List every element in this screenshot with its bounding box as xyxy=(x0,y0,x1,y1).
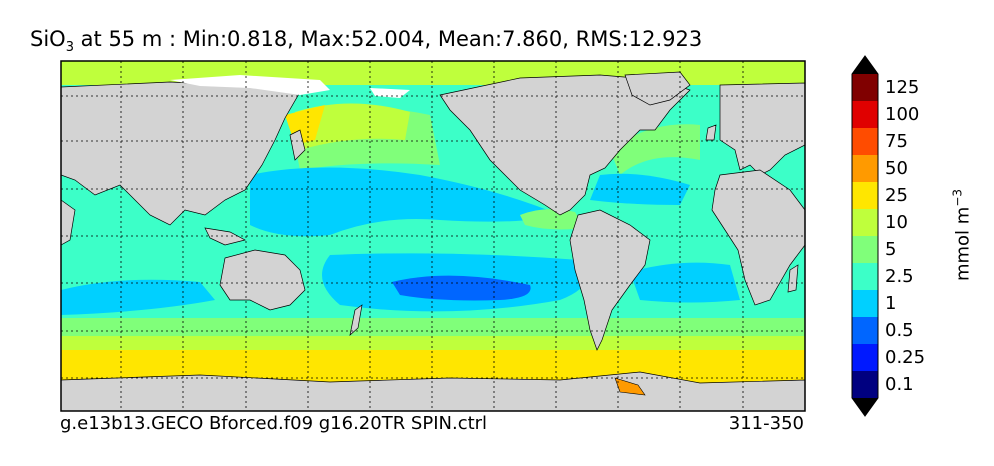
colorbar-tick-label: 10 xyxy=(885,211,908,233)
colorbar-tick-label: 125 xyxy=(885,76,920,98)
colorbar-segment xyxy=(852,128,878,155)
plot-title: SiO3 at 55 m : Min:0.818, Max:52.004, Me… xyxy=(30,27,703,56)
madagascar xyxy=(787,264,799,293)
colorbar-tick-label: 50 xyxy=(885,157,908,179)
uk xyxy=(705,124,717,141)
colorbar-tick-label: 0.1 xyxy=(885,373,914,395)
colorbar-segment xyxy=(852,290,878,317)
colorbar-segment xyxy=(852,344,878,371)
sea-ice-no-data xyxy=(370,88,410,98)
year-range: 311-350 xyxy=(728,413,804,434)
africa xyxy=(711,169,805,306)
colorbar-frame xyxy=(851,55,879,417)
colorbar-segment xyxy=(852,371,878,398)
south-atlantic-gyre-1-2p5 xyxy=(630,262,740,303)
colorbar-segment xyxy=(852,182,878,209)
indonesia xyxy=(204,227,246,246)
south-pacific-core-0p5-1 xyxy=(392,275,531,301)
map-frame xyxy=(60,60,806,412)
colorbar-tick-label: 25 xyxy=(885,184,908,206)
colorbar-tick-label: 100 xyxy=(885,103,920,125)
colorbar-tick-label: 1 xyxy=(885,292,897,314)
colorbar-segment xyxy=(852,263,878,290)
africa-east-edge xyxy=(61,199,76,246)
new-zealand xyxy=(349,304,363,336)
colorbar-under-arrow xyxy=(852,398,878,416)
australia xyxy=(219,249,306,311)
sea-ice-no-data xyxy=(170,75,330,95)
colorbar-segment xyxy=(852,74,878,101)
colorbar-tick-label: 0.5 xyxy=(885,319,914,341)
indian-ocean-gyre-1-2p5 xyxy=(61,279,215,315)
colorbar-segment xyxy=(852,209,878,236)
north-pacific-band-10-25 xyxy=(295,103,410,150)
north-atlantic-gyre-1-2p5 xyxy=(590,173,690,205)
colorbar-segment xyxy=(852,317,878,344)
colorbar-tick-label: 0.25 xyxy=(885,346,926,368)
colorbar-tick-label: 75 xyxy=(885,130,908,152)
colorbar-unit-label: mmol m−3 xyxy=(950,188,974,282)
equatorial-pacific-band-5-10 xyxy=(520,209,585,230)
japan xyxy=(289,129,306,161)
colorbar-segment xyxy=(852,155,878,182)
colorbar-segment xyxy=(852,101,878,128)
map-area xyxy=(61,61,805,411)
arctic-band-10-25 xyxy=(61,61,805,85)
colorbar xyxy=(851,55,879,417)
colorbar-tick-label: 2.5 xyxy=(885,265,914,287)
map-graticule xyxy=(61,61,805,411)
south-america xyxy=(569,209,651,351)
colorbar-tick-label: 5 xyxy=(885,238,897,260)
colorbar-segment xyxy=(852,236,878,263)
case-name: g.e13b13.GECO Bforced.f09 g16.20TR SPIN.… xyxy=(60,413,488,434)
colorbar-over-arrow xyxy=(852,56,878,74)
north-pacific-gyre-1-2p5 xyxy=(250,167,560,237)
